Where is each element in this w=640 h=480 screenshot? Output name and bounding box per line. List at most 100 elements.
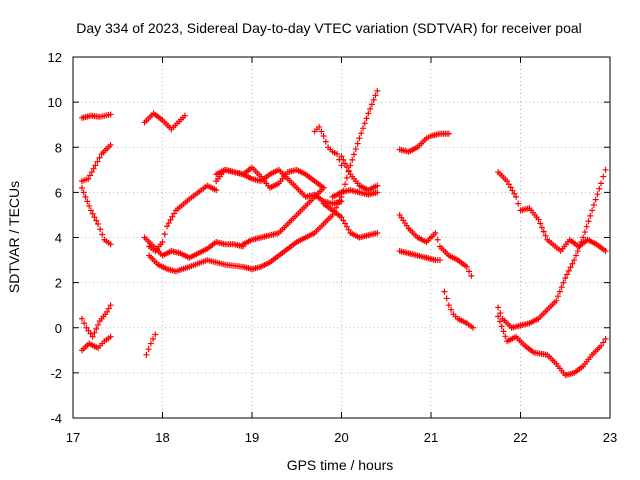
- data-point: [470, 324, 477, 331]
- data-point: [587, 212, 594, 219]
- data-point: [445, 130, 452, 137]
- data-point: [358, 130, 365, 137]
- data-point: [602, 336, 609, 343]
- series-s22: [441, 288, 477, 331]
- series-s19: [396, 130, 452, 155]
- series-s5: [78, 333, 114, 354]
- series-s7: [141, 110, 188, 133]
- data-point: [500, 328, 507, 335]
- data-point: [320, 132, 327, 139]
- data-point: [359, 125, 366, 132]
- y-axis-title: SDTVAR / TECUs: [6, 181, 22, 293]
- data-point: [448, 306, 455, 313]
- data-point: [436, 257, 443, 264]
- data-point: [535, 216, 542, 223]
- data-point: [600, 339, 607, 346]
- y-tick-label: 4: [55, 231, 62, 246]
- data-point: [105, 305, 112, 312]
- data-point: [496, 318, 503, 325]
- data-point: [143, 351, 150, 358]
- data-point: [95, 220, 102, 227]
- x-tick-label: 19: [245, 430, 259, 445]
- data-point: [600, 173, 607, 180]
- data-point: [342, 160, 349, 167]
- x-tick-label: 23: [603, 430, 617, 445]
- data-point: [107, 111, 114, 118]
- data-point: [159, 239, 166, 246]
- data-point: [598, 342, 605, 349]
- data-point: [93, 217, 100, 224]
- data-point: [89, 210, 96, 217]
- series-s1: [78, 111, 114, 121]
- data-point: [165, 220, 172, 227]
- data-point: [91, 214, 98, 221]
- x-tick-label: 21: [424, 430, 438, 445]
- series-s24: [495, 166, 609, 331]
- y-tick-label: 12: [48, 50, 62, 65]
- data-point: [578, 239, 585, 246]
- data-point: [94, 158, 101, 165]
- data-point: [495, 304, 502, 311]
- data-point: [497, 310, 504, 317]
- series-s15: [311, 123, 345, 169]
- data-point: [515, 200, 522, 207]
- data-point: [540, 228, 547, 235]
- data-point: [316, 123, 323, 130]
- data-point: [507, 184, 514, 191]
- data-point: [374, 87, 381, 94]
- data-point: [374, 229, 381, 236]
- data-point: [345, 167, 352, 174]
- series-s16: [320, 200, 381, 241]
- x-axis-title: GPS time / hours: [287, 457, 394, 473]
- data-point: [505, 181, 512, 188]
- data-point: [513, 193, 520, 200]
- data-point: [511, 190, 518, 197]
- data-point: [322, 138, 329, 145]
- data-point: [558, 284, 565, 291]
- x-tick-label: 22: [513, 430, 527, 445]
- data-point: [370, 96, 377, 103]
- data-point: [338, 162, 345, 169]
- series-s6: [143, 331, 159, 358]
- data-point: [356, 135, 363, 142]
- data-point: [343, 223, 350, 230]
- data-point: [365, 110, 372, 117]
- data-point: [88, 169, 95, 176]
- data-point: [80, 189, 87, 196]
- data-point: [569, 260, 576, 267]
- data-point: [93, 325, 100, 332]
- data-point: [463, 263, 470, 270]
- data-point: [374, 189, 381, 196]
- data-point: [567, 264, 574, 271]
- data-point: [372, 92, 379, 99]
- data-point: [340, 217, 347, 224]
- series-s3: [78, 184, 114, 248]
- data-point: [92, 162, 99, 169]
- data-point: [576, 243, 583, 250]
- data-point: [320, 184, 327, 191]
- data-point: [581, 229, 588, 236]
- data-point: [538, 224, 545, 231]
- data-point: [585, 218, 592, 225]
- series-s2: [78, 141, 114, 185]
- series-s21: [396, 248, 443, 264]
- data-point: [495, 313, 502, 320]
- data-point: [87, 207, 94, 214]
- data-point: [553, 297, 560, 304]
- axes: 17 18 19 20 21 22 23 -4 -2 0 2 4 6 8 10 12: [48, 50, 618, 445]
- data-point: [565, 267, 572, 274]
- y-tick-label: 2: [55, 276, 62, 291]
- data-point: [338, 214, 345, 221]
- data-point: [564, 271, 571, 278]
- data-point: [89, 333, 96, 340]
- x-tick-label: 20: [334, 430, 348, 445]
- data-point: [468, 272, 475, 279]
- data-point: [342, 220, 349, 227]
- data-point: [445, 302, 452, 309]
- data-point: [441, 288, 448, 295]
- data-point: [509, 187, 516, 194]
- data-point: [83, 324, 90, 331]
- data-point: [167, 216, 174, 223]
- series-s18: [338, 153, 381, 194]
